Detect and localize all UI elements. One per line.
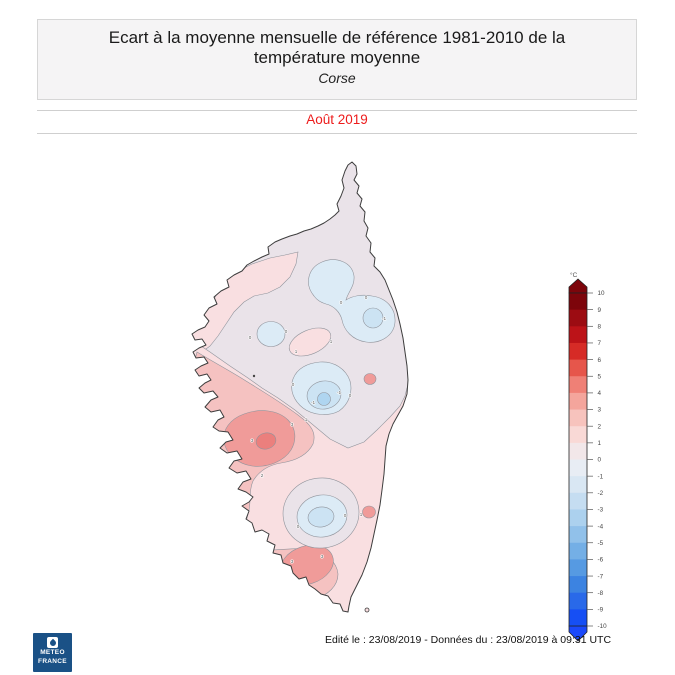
contour-label: 2 <box>261 473 264 478</box>
colorbar-segment <box>569 476 587 494</box>
colorbar-segment <box>569 592 587 610</box>
colorbar-tick-label: 0 <box>598 457 602 464</box>
period-label: Août 2019 <box>306 112 368 127</box>
region-subtitle: Corse <box>318 70 356 86</box>
colorbar-tick-label: 1 <box>598 440 602 447</box>
contour-label: -1 <box>382 316 387 321</box>
warm-dot-east-south <box>362 505 376 519</box>
colorbar-tick-label: 6 <box>598 357 602 364</box>
warm-core-ajaccio <box>255 432 277 450</box>
colorbar-tick-label: -7 <box>598 573 604 580</box>
colorbar-tick-label: 3 <box>598 407 602 414</box>
colorbar-tick-label: -3 <box>598 507 604 514</box>
separator-line-top <box>37 110 637 111</box>
colorbar-tick-label: -5 <box>598 540 604 547</box>
cool-core-center <box>317 392 331 406</box>
cool-cell-west-circle <box>256 321 286 347</box>
meteo-france-logo: METEO FRANCE <box>33 633 72 672</box>
colorbar-segment <box>569 509 587 527</box>
colorbar-segment <box>569 559 587 577</box>
colorbar-segment <box>569 293 587 311</box>
colorbar-segment <box>569 326 587 344</box>
contour-label: 0 <box>344 513 347 518</box>
contour-label: 0 <box>285 329 288 334</box>
negative-anomaly-cells <box>256 259 396 549</box>
corsica-coastline <box>191 161 409 613</box>
colorbar-segment <box>569 426 587 444</box>
station-dot <box>252 374 256 378</box>
colorbar-segment <box>569 309 587 327</box>
colorbar-tick-label: 8 <box>598 324 602 331</box>
colorbar-tick-label: 5 <box>598 373 602 380</box>
separator-line-bottom <box>37 133 637 134</box>
colorbar-segments <box>569 293 587 627</box>
contour-label: 1 <box>305 417 308 422</box>
contour-label: 3 <box>291 559 294 564</box>
colorbar-tick-label: -2 <box>598 490 604 497</box>
contour-label: 3 <box>321 554 324 559</box>
contour-label: 1 <box>330 339 333 344</box>
colorbar-tick-label: -4 <box>598 523 604 530</box>
title-box: Ecart à la moyenne mensuelle de référenc… <box>37 19 637 100</box>
colorbar-segment <box>569 442 587 460</box>
colorbar-tick-label: 9 <box>598 307 602 314</box>
colorbar-segment <box>569 542 587 560</box>
colorbar-arrow-top-icon <box>568 278 588 294</box>
colorbar-unit-label: °C <box>570 271 578 279</box>
colorbar-segment <box>569 576 587 594</box>
colorbar-segment <box>569 376 587 394</box>
contour-label: 0 <box>249 335 252 340</box>
contour-label: 0 <box>340 300 343 305</box>
colorbar-segment <box>569 526 587 544</box>
contour-labels: 0 0 -1 0 0 1 1 0 -1 0 -1 1 3 3 2 0 0 3 3 1 <box>248 294 387 564</box>
colorbar-segment <box>569 492 587 510</box>
logo-text-line1: METEO <box>40 649 65 656</box>
footer-credit: Edité le : 23/08/2019 - Données du : 23/… <box>325 634 612 646</box>
contour-label: 1 <box>295 349 298 354</box>
lavezzi-islet <box>364 607 370 613</box>
contour-label: 0 <box>349 393 352 398</box>
contour-label: 3 <box>291 422 294 427</box>
colorbar-segment <box>569 609 587 627</box>
contour-label: 1 <box>360 512 363 517</box>
colorbar-segment <box>569 359 587 377</box>
colorbar-tick-label: -6 <box>598 557 604 564</box>
contour-label: 3 <box>251 438 254 443</box>
colorbar-segment <box>569 342 587 360</box>
contour-label: 0 <box>292 382 295 387</box>
colorbar-tick-label: 2 <box>598 423 602 430</box>
colorbar-tick-label: 4 <box>598 390 602 397</box>
cool-core-lower <box>307 506 335 528</box>
colorbar-tick-label: -8 <box>598 590 604 597</box>
warm-dot-east-north <box>363 373 377 385</box>
logo-text-line2: FRANCE <box>38 657 67 665</box>
colorbar-tick-label: -9 <box>598 607 604 614</box>
colorbar-segment <box>569 459 587 477</box>
contour-label: -1 <box>311 400 316 405</box>
contour-label: -1 <box>337 390 342 395</box>
colorbar-tick-label: -10 <box>598 623 608 630</box>
warm-cell-center <box>288 327 332 357</box>
colorbar-segment <box>569 392 587 410</box>
contour-label: 0 <box>297 524 300 529</box>
colorbar-segment <box>569 409 587 427</box>
colorbar-tick-label: 10 <box>598 290 606 297</box>
colorbar-tick-label: -1 <box>598 473 604 480</box>
contour-label: 0 <box>365 295 368 300</box>
meteo-france-logo-mark-icon <box>47 637 58 648</box>
cool-core-north <box>362 307 384 329</box>
colorbar-tick-label: 7 <box>598 340 602 347</box>
map-title-line1: Ecart à la moyenne mensuelle de référenc… <box>108 28 566 47</box>
map-title-line2: température moyenne <box>253 47 421 67</box>
